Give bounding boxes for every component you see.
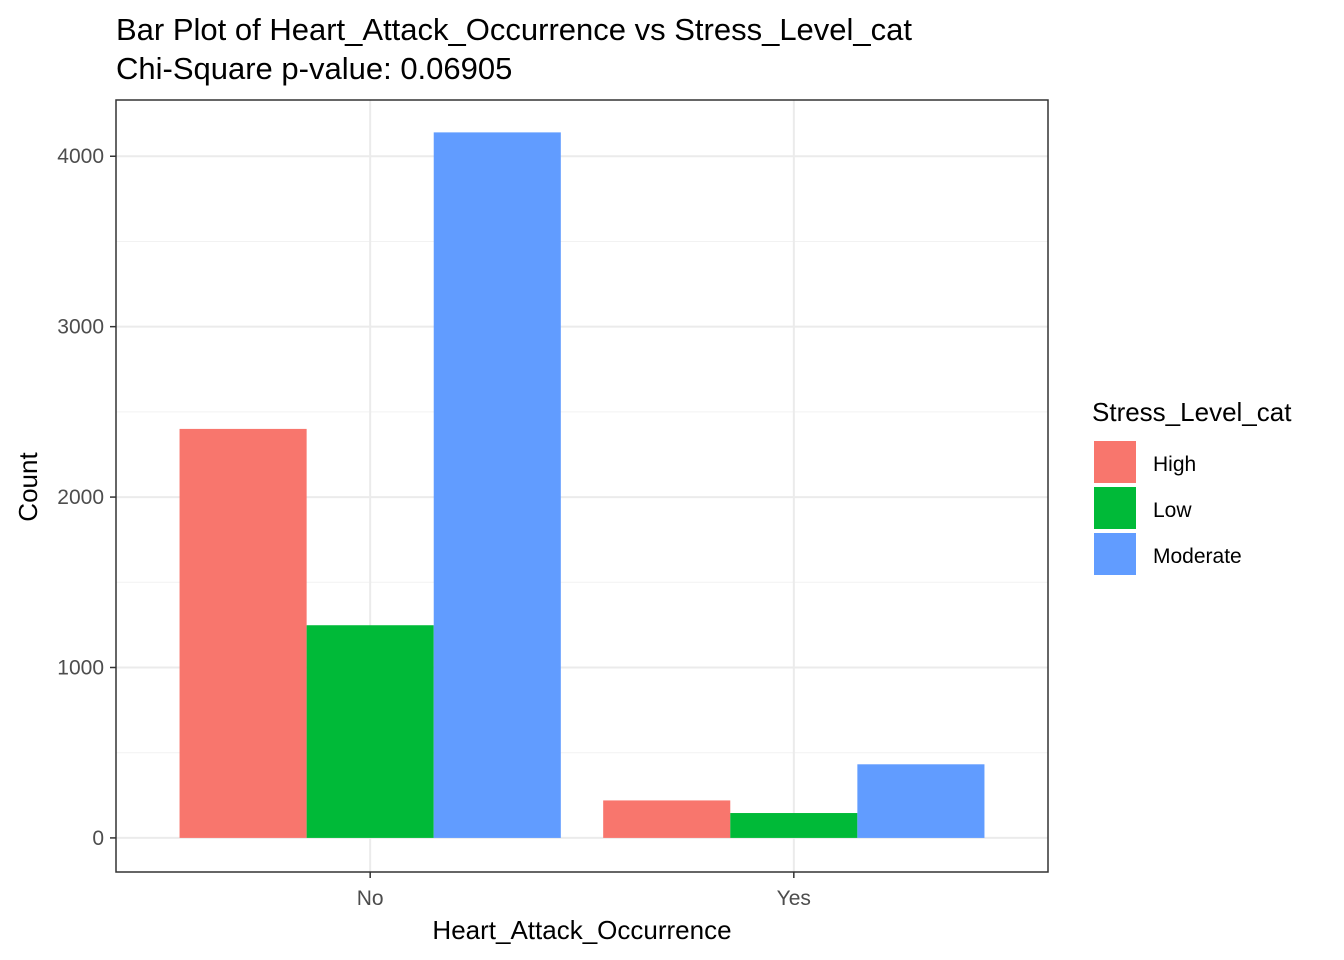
- bar-low-yes: [730, 813, 858, 838]
- x-tick-label: No: [357, 887, 384, 910]
- x-axis-title: Heart_Attack_Occurrence: [432, 915, 731, 945]
- y-tick-label: 4000: [57, 145, 104, 168]
- x-tick-label: Yes: [777, 887, 811, 910]
- bar-moderate-yes: [857, 764, 985, 838]
- bar-high-yes: [603, 800, 731, 838]
- legend-label-high: High: [1153, 453, 1196, 476]
- legend-label-low: Low: [1153, 499, 1192, 522]
- y-tick-label: 3000: [57, 316, 104, 339]
- y-axis-title: Count: [13, 452, 43, 522]
- legend-key-high: [1094, 441, 1136, 483]
- y-tick-label: 0: [92, 827, 104, 850]
- legend-key-moderate: [1094, 533, 1136, 575]
- bar-high-no: [179, 428, 307, 838]
- legend-title: Stress_Level_cat: [1092, 397, 1292, 427]
- bar-moderate-no: [433, 132, 561, 838]
- chart-title: Bar Plot of Heart_Attack_Occurrence vs S…: [116, 12, 912, 47]
- chart-subtitle: Chi-Square p-value: 0.06905: [116, 51, 512, 86]
- legend-key-low: [1094, 487, 1136, 529]
- y-tick-label: 2000: [57, 486, 104, 509]
- legend: Stress_Level_cat High Low Moderate: [1092, 397, 1292, 575]
- legend-label-moderate: Moderate: [1153, 545, 1242, 568]
- y-tick-label: 1000: [57, 656, 104, 679]
- bar-low-no: [306, 625, 434, 838]
- plot-panel: 0 1000 2000 3000 4000 No Yes: [57, 99, 1049, 910]
